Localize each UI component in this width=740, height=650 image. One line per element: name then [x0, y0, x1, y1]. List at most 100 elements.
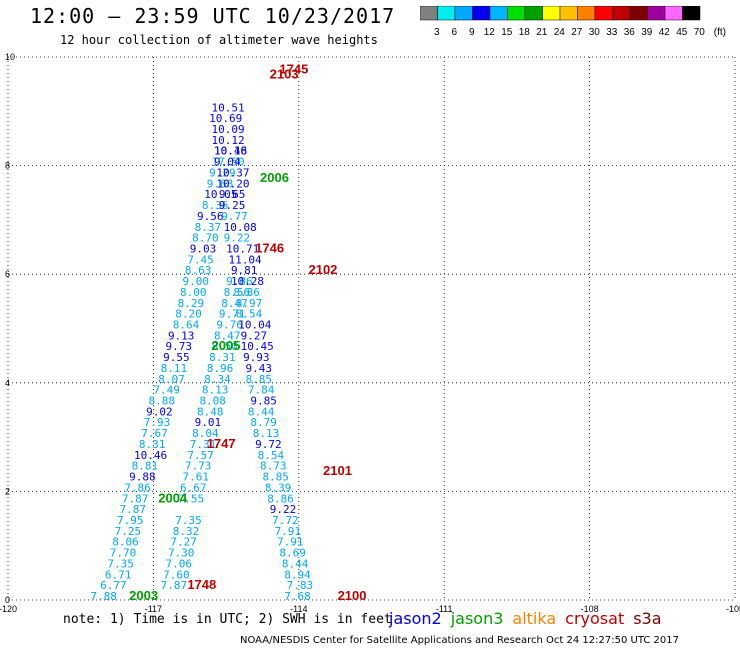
- wave-height-value: 8.20: [175, 308, 202, 321]
- wave-height-value: 7.95: [117, 514, 144, 527]
- wave-height-value: 7.55: [178, 492, 205, 505]
- wave-height-value: 8.54: [258, 449, 285, 462]
- pass-time-label: 1746: [255, 240, 284, 255]
- legend-item-jason3: jason3: [450, 609, 504, 628]
- pass-time-label: 2003: [129, 588, 158, 603]
- wave-height-value: 8.29: [178, 297, 205, 310]
- wave-height-value: 10.20: [216, 177, 249, 190]
- wave-height-value: 7.88: [90, 590, 117, 603]
- wave-height-value: 8.79: [250, 416, 276, 429]
- wave-height-value: 8.50: [212, 340, 239, 353]
- wave-height-value: 8.31: [209, 351, 236, 364]
- wave-height-value: 9.02: [146, 405, 173, 418]
- wave-height-value: 10.45: [241, 340, 274, 353]
- wave-height-value: 8.31: [139, 438, 166, 451]
- wave-height-value: 6.67: [180, 481, 207, 494]
- wave-height-value: 9.85: [250, 395, 276, 408]
- wave-height-value: 8.44: [282, 557, 309, 570]
- wave-height-value: 8.85: [262, 471, 289, 484]
- wave-height-value: 9.43: [245, 362, 272, 375]
- wave-height-value: 9.29: [209, 166, 236, 179]
- colorbar-label: 15: [501, 27, 513, 38]
- wave-height-value: 7.27: [170, 536, 197, 549]
- wave-height-value: 8.69: [279, 547, 306, 560]
- pass-time-label: 2103: [270, 67, 299, 82]
- colorbar-label: 45: [676, 27, 688, 38]
- wave-height-value: 9.81: [231, 264, 257, 277]
- colorbar-label: 39: [641, 27, 653, 38]
- wave-height-value: 8.44: [248, 405, 275, 418]
- colorbar-label: 70: [694, 27, 706, 38]
- wave-height-value: 10.09: [212, 123, 245, 136]
- wave-height-value: 8.32: [173, 525, 200, 538]
- y-tick-label: 2: [5, 486, 10, 496]
- wave-height-value: 8.85: [245, 373, 272, 386]
- wave-height-value: 7.49: [153, 384, 180, 397]
- wave-height-value: 8.88: [149, 395, 176, 408]
- wave-height-value: 8.04: [192, 427, 219, 440]
- wave-height-value: 8.48: [197, 405, 224, 418]
- pass-time-label: 2004: [158, 490, 188, 505]
- wave-height-value: 8.81: [132, 460, 159, 473]
- wave-height-value: 9.93: [243, 351, 270, 364]
- wave-height-value: 8.94: [284, 568, 311, 581]
- colorbar-label: 21: [536, 27, 548, 38]
- footer-credit: NOAA/NESDIS Center for Satellite Applica…: [240, 635, 679, 646]
- colorbar-label: 3: [434, 27, 440, 38]
- wave-height-value: 9.77: [221, 210, 248, 223]
- wave-height-value: 10.28: [231, 275, 264, 288]
- wave-height-value: 7.61: [182, 471, 209, 484]
- wave-height-value: 8.07: [158, 373, 185, 386]
- colorbar-label: 6: [451, 27, 457, 38]
- pass-time-label: 2100: [338, 588, 367, 603]
- footer-note: note: 1) Time is in UTC; 2) SWH is in fe…: [63, 612, 392, 627]
- wave-height-value: 8.06: [112, 536, 139, 549]
- wave-height-value: 9.27: [241, 329, 268, 342]
- legend-item-s3a: s3a: [633, 609, 662, 628]
- wave-height-value: 8.63: [185, 264, 212, 277]
- legend-item-altika: altika: [512, 609, 557, 628]
- wave-height-value: 10.46: [134, 449, 167, 462]
- pass-time-label: 2101: [323, 463, 352, 478]
- wave-height-value: 8.70: [192, 232, 219, 245]
- wave-height-value: 8.00: [180, 286, 207, 299]
- wave-height-value: 8.73: [260, 460, 287, 473]
- colorbar-label: 18: [519, 27, 531, 38]
- wave-height-value: 7.91: [277, 536, 304, 549]
- wave-height-value: 9.56: [197, 210, 224, 223]
- colorbar-label: 24: [554, 27, 566, 38]
- colorbar-label: 33: [606, 27, 618, 38]
- wave-height-value: 9.25: [219, 199, 246, 212]
- wave-height-value: 8.11: [161, 362, 188, 375]
- wave-height-value: 8.37: [195, 221, 222, 234]
- wave-height-value: 7.91: [275, 525, 302, 538]
- chart-title: 12:00 — 23:59 UTC 10/23/2017: [30, 4, 396, 28]
- wave-height-value: 17.50: [212, 156, 245, 169]
- wave-height-value: 7.87: [161, 579, 188, 592]
- wave-height-value: 10.51: [212, 101, 245, 114]
- wave-height-value: 9.86: [226, 275, 253, 288]
- wave-height-value: 7.31: [190, 438, 217, 451]
- wave-height-value: 8.54: [236, 308, 263, 321]
- wave-height-value: 7.30: [168, 547, 195, 560]
- wave-height-value: 9.76: [216, 319, 243, 332]
- colorbar-label: 12: [484, 27, 496, 38]
- wave-height-value: 9.03: [190, 242, 217, 255]
- wave-height-value: 11.04: [229, 253, 262, 266]
- wave-height-value: 9.72: [255, 438, 282, 451]
- wave-height-value: 9.01: [195, 416, 222, 429]
- wave-height-value: 8.47: [214, 329, 241, 342]
- wave-height-value: 7.06: [166, 557, 193, 570]
- wave-height-value: 6.71: [105, 568, 132, 581]
- wave-height-value: 7.70: [110, 547, 137, 560]
- x-tick-label: -108: [581, 604, 599, 614]
- wave-height-value: 8.47: [221, 297, 248, 310]
- wave-height-value: 10.69: [209, 112, 242, 125]
- wave-height-value: 10.16: [214, 145, 247, 158]
- pass-time-label: 1747: [207, 436, 236, 451]
- wave-height-value: 8.97: [236, 297, 263, 310]
- wave-height-value: 7.35: [107, 557, 133, 570]
- wave-height-value: 10.37: [216, 166, 249, 179]
- wave-height-value: 8.34: [204, 373, 231, 386]
